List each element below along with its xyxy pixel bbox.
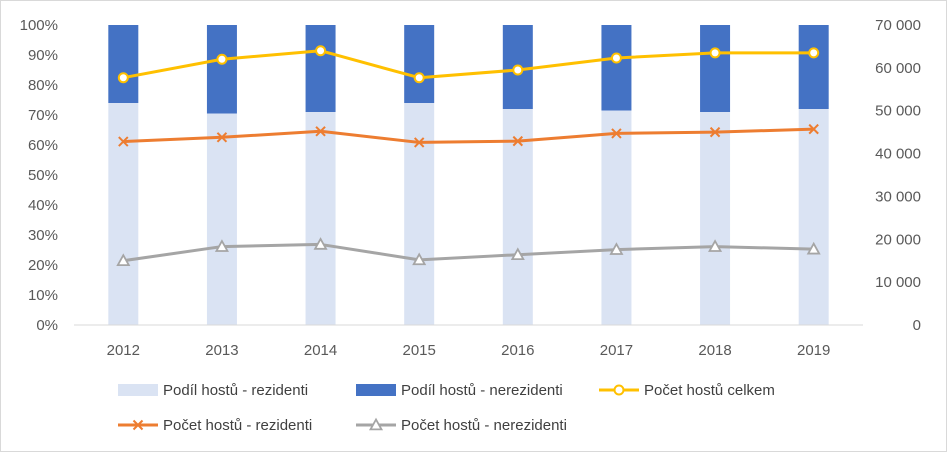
legend-label: Počet hostů - nerezidenti (401, 417, 567, 434)
point-pocet-hostu-nerezidenti-2019 (806, 241, 821, 255)
x-tick-label: 2013 (205, 342, 238, 359)
point-pocet-hostu-celkem-2012 (117, 72, 129, 84)
left-tick-label: 90% (28, 47, 58, 64)
bar-podil-hostu-rezidenti-2016 (502, 109, 533, 325)
legend-swatch (356, 384, 396, 396)
bar-podil-hostu-nerezidenti-2015 (404, 25, 435, 103)
point-pocet-hostu-rezidenti-2015 (413, 137, 425, 148)
right-tick-label: 50 000 (875, 103, 921, 120)
bar-podil-hostu-rezidenti-2018 (700, 112, 731, 325)
line-pocet-hostu-nerezidenti (123, 242, 814, 263)
legend-marker (132, 419, 144, 431)
bar-podil-hostu-rezidenti-2017 (601, 110, 632, 325)
point-pocet-hostu-nerezidenti-2012 (116, 253, 131, 267)
x-tick-label: 2016 (501, 342, 534, 359)
point-pocet-hostu-nerezidenti-2018 (708, 239, 723, 252)
point-pocet-hostu-rezidenti-2017 (611, 128, 622, 139)
bar-podil-hostu-nerezidenti-2013 (206, 25, 237, 114)
right-tick-label: 30 000 (875, 188, 921, 205)
point-pocet-hostu-celkem-2017 (610, 52, 622, 64)
legend-marker (613, 384, 625, 396)
right-tick-label: 20 000 (875, 231, 921, 248)
point-pocet-hostu-celkem-2015 (413, 72, 425, 84)
point-pocet-hostu-rezidenti-2019 (808, 123, 819, 135)
bar-podil-hostu-rezidenti-2013 (206, 113, 237, 325)
x-tick-label: 2018 (698, 342, 731, 359)
legend-item-podil-hostu-nerezidenti: Podíl hostů - nerezidenti (356, 382, 563, 399)
left-tick-label: 20% (28, 257, 58, 274)
legend-label: Podíl hostů - rezidenti (163, 382, 308, 399)
bar-podil-hostu-nerezidenti-2018 (700, 25, 731, 112)
point-pocet-hostu-nerezidenti-2015 (412, 252, 427, 266)
point-pocet-hostu-nerezidenti-2013 (214, 239, 229, 252)
bar-podil-hostu-rezidenti-2014 (305, 112, 336, 325)
point-pocet-hostu-rezidenti-2012 (118, 136, 129, 147)
line-pocet-hostu-rezidenti (123, 127, 814, 144)
legend-item-pocet-hostu-celkem: Počet hostů celkem (599, 382, 775, 399)
point-pocet-hostu-rezidenti-2014 (315, 126, 326, 137)
legend-item-podil-hostu-rezidenti: Podíl hostů - rezidenti (118, 382, 308, 399)
line-pocet-hostu-celkem (123, 49, 814, 80)
bar-podil-hostu-rezidenti-2015 (404, 103, 435, 325)
point-pocet-hostu-rezidenti-2013 (216, 132, 228, 143)
left-tick-label: 100% (20, 17, 58, 34)
legend-label: Podíl hostů - nerezidenti (401, 382, 563, 399)
bar-podil-hostu-rezidenti-2019 (798, 109, 829, 325)
right-tick-label: 0 (913, 317, 921, 334)
point-pocet-hostu-celkem-2019 (808, 47, 820, 59)
legend-item-pocet-hostu-nerezidenti: Počet hostů - nerezidenti (356, 417, 567, 434)
left-tick-label: 10% (28, 287, 58, 304)
legend-label: Počet hostů - rezidenti (163, 417, 312, 434)
left-tick-label: 40% (28, 197, 58, 214)
point-pocet-hostu-nerezidenti-2016 (510, 247, 525, 261)
legend-label: Počet hostů celkem (644, 382, 775, 399)
left-tick-label: 60% (28, 137, 58, 154)
left-tick-label: 30% (28, 227, 58, 244)
lines-layer (116, 45, 821, 267)
bar-podil-hostu-nerezidenti-2014 (305, 25, 336, 112)
left-tick-label: 50% (28, 167, 58, 184)
right-tick-label: 60 000 (875, 60, 921, 77)
left-tick-label: 70% (28, 107, 58, 124)
point-pocet-hostu-rezidenti-2018 (709, 126, 721, 138)
right-tick-label: 10 000 (875, 274, 921, 291)
x-tick-label: 2014 (304, 342, 337, 359)
point-pocet-hostu-celkem-2014 (315, 45, 327, 57)
left-tick-label: 80% (28, 77, 58, 94)
x-tick-label: 2015 (403, 342, 436, 359)
bars-layer (108, 25, 829, 325)
point-pocet-hostu-celkem-2016 (512, 64, 524, 76)
x-tick-label: 2012 (107, 342, 140, 359)
left-tick-label: 0% (36, 317, 58, 334)
point-pocet-hostu-celkem-2018 (709, 47, 721, 59)
legend-item-pocet-hostu-rezidenti: Počet hostů - rezidenti (118, 417, 312, 434)
bar-podil-hostu-nerezidenti-2012 (108, 25, 139, 103)
point-pocet-hostu-celkem-2013 (216, 53, 228, 65)
right-tick-label: 70 000 (875, 17, 921, 34)
bar-podil-hostu-nerezidenti-2019 (798, 25, 829, 109)
point-pocet-hostu-nerezidenti-2017 (609, 242, 624, 255)
left-axis-ticks: 0% 10% 20% 30% 40% 50% 60% 70% 80% 90% 100% (20, 17, 58, 334)
right-axis-ticks: 0 10 000 20 000 30 000 40 000 50 000 60 000 70 … (875, 17, 921, 334)
legend: Podíl hostů - rezidenti Podíl hostů - ner… (118, 382, 775, 434)
point-pocet-hostu-rezidenti-2016 (512, 135, 524, 147)
bar-podil-hostu-rezidenti-2012 (108, 103, 139, 325)
legend-marker (368, 417, 384, 431)
legend-swatch (118, 384, 158, 396)
bar-podil-hostu-nerezidenti-2017 (601, 25, 632, 111)
x-tick-label: 2019 (797, 342, 830, 359)
right-tick-label: 40 000 (875, 146, 921, 163)
point-pocet-hostu-nerezidenti-2014 (313, 237, 328, 250)
x-axis-ticks: 2012 2013 2014 2015 2016 2017 2018 2019 (107, 342, 831, 359)
x-tick-label: 2017 (600, 342, 633, 359)
